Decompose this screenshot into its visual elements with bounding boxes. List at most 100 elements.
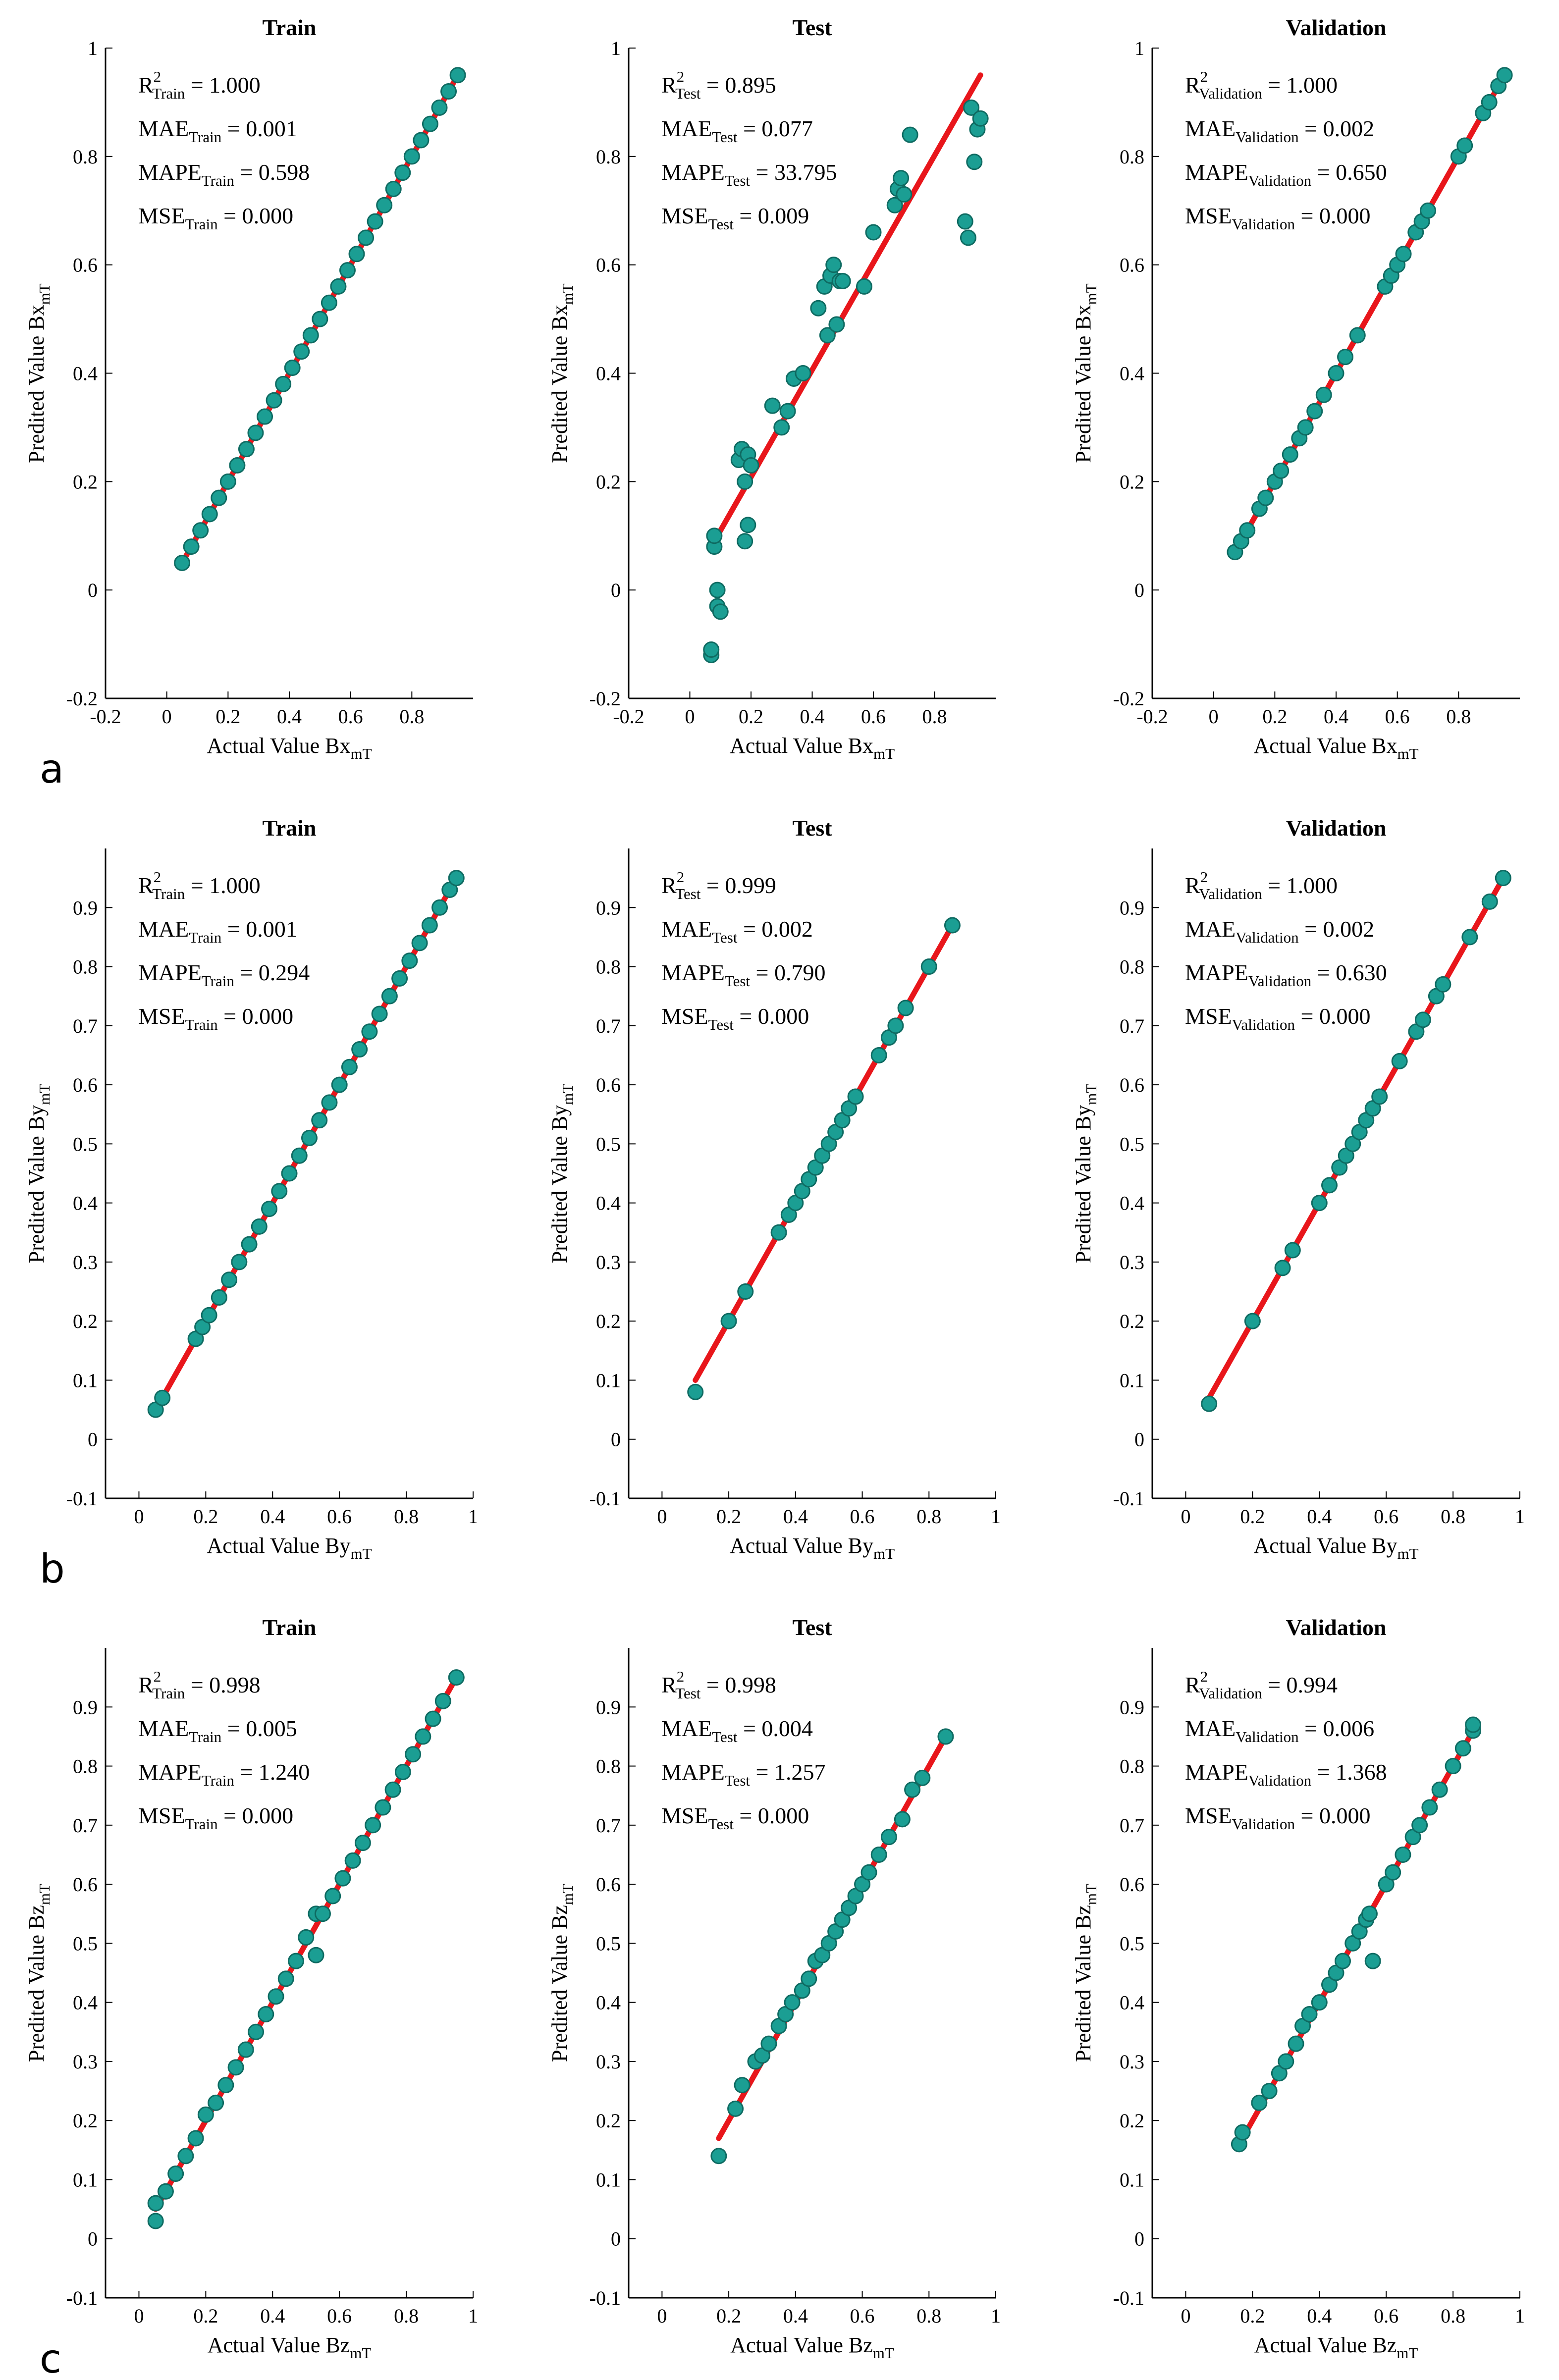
x-tick-label: 1 <box>468 2305 478 2327</box>
y-tick-label: -0.1 <box>1113 2287 1144 2309</box>
data-point <box>779 403 796 420</box>
x-tick-label: 0.8 <box>916 1505 941 1528</box>
x-axis-label-text: Actual Value Bx <box>1253 734 1397 758</box>
y-tick-label: 0.1 <box>73 2168 98 2191</box>
y-tick-label: 0.7 <box>1120 1015 1144 1037</box>
stat-line: MAPETrain = 1.240 <box>138 1759 310 1789</box>
chart-title: Train <box>262 1615 316 1640</box>
y-axis-label: Predited Value BxmT <box>1071 283 1100 463</box>
stat-value: = 0.006 <box>1299 1716 1374 1741</box>
x-tick-label: 0.8 <box>916 2305 941 2327</box>
y-tick-label: 0.4 <box>73 1992 98 2014</box>
data-point <box>251 1218 268 1235</box>
y-tick-label: 0.9 <box>1120 1696 1144 1718</box>
x-tick-label: 0 <box>162 705 172 728</box>
data-point <box>376 197 393 213</box>
data-point <box>247 424 264 441</box>
data-point <box>321 294 337 311</box>
y-tick-label: 0 <box>1134 579 1144 601</box>
y-tick-label: 0.4 <box>1120 1992 1144 2014</box>
stat-subscript: Train <box>185 215 218 233</box>
data-point <box>425 1710 441 1727</box>
data-point <box>1201 1395 1218 1412</box>
data-point <box>266 392 282 409</box>
x-tick-label: 0.6 <box>327 2305 352 2327</box>
x-tick-label: 0 <box>134 1505 144 1528</box>
y-tick-label: -0.1 <box>1113 1487 1144 1510</box>
data-point <box>810 300 827 317</box>
stat-value: = 1.000 <box>185 873 260 898</box>
data-point <box>440 83 457 100</box>
data-point <box>1411 1817 1428 1834</box>
data-point <box>870 1047 887 1063</box>
x-tick-label: 0.4 <box>783 2305 808 2327</box>
y-tick-label: 0.6 <box>1120 1074 1144 1096</box>
data-point <box>361 1023 378 1040</box>
stat-name: R <box>1185 873 1200 898</box>
stat-line: MSETrain = 0.000 <box>138 1004 293 1033</box>
stat-name: MAE <box>661 916 712 942</box>
y-tick-label: 0.7 <box>596 1015 621 1037</box>
chart-panel: Train 0 0.2 0.4 0.6 0.8 1 -0.1 0 0.1 0.2 0.3 0.4 0.5 0… <box>24 1615 478 2362</box>
y-tick-label: 0.3 <box>73 2051 98 2073</box>
data-point <box>331 1076 348 1093</box>
x-tick-label: 0 <box>134 2305 144 2327</box>
x-tick-label: 0.8 <box>394 2305 419 2327</box>
x-tick-label: 0.4 <box>1307 1505 1332 1528</box>
x-axis-label-text: Actual Value Bz <box>1254 2333 1397 2357</box>
stat-line: MAETrain = 0.001 <box>138 916 297 946</box>
stat-value: = 0.000 <box>1295 203 1370 228</box>
data-point <box>963 99 980 116</box>
stat-subscript: Validation <box>1232 215 1295 233</box>
x-tick-label: 0.2 <box>215 705 240 728</box>
data-point <box>1334 1953 1351 1969</box>
chart-title: Test <box>792 15 832 40</box>
data-point <box>819 327 836 344</box>
chart-panel: Test 0 0.2 0.4 0.6 0.8 1 -0.1 0 0.1 0.2 0.3 0.4 0.5 0.… <box>547 815 1001 1562</box>
stat-subscript: Test <box>708 215 734 233</box>
x-tick-label: 0.4 <box>1307 2305 1332 2327</box>
data-point <box>737 1283 754 1300</box>
x-axis-label: Actual Value BymT <box>730 1534 895 1562</box>
stat-value: = 33.795 <box>750 159 837 185</box>
stat-name: MSE <box>138 203 185 228</box>
data-point <box>192 522 209 539</box>
y-axis-label: Predited Value BymT <box>547 1084 576 1263</box>
data-point <box>914 1769 931 1786</box>
x-tick-label: 0.8 <box>1441 1505 1465 1528</box>
stat-subscript: Validation <box>1248 972 1312 990</box>
stat-line: MAETest = 0.004 <box>661 1716 813 1745</box>
data-point <box>893 170 910 187</box>
y-axis-label-subscript: mT <box>1082 283 1100 305</box>
stat-line: MAPEValidation = 1.368 <box>1185 1759 1387 1789</box>
stat-line: MSETest = 0.000 <box>661 1803 809 1833</box>
y-axis-label-subscript: mT <box>1082 1084 1100 1105</box>
data-point <box>1328 365 1344 381</box>
stat-value: = 0.999 <box>700 873 776 898</box>
data-point <box>237 2041 254 2058</box>
stat-line: MSEValidation = 0.000 <box>1185 1004 1370 1033</box>
x-tick-label: 1 <box>1515 2305 1525 2327</box>
stat-subscript: Test <box>675 885 701 902</box>
stat-name: MSE <box>661 1004 708 1029</box>
y-tick-label: 0.1 <box>1120 1369 1144 1391</box>
data-point <box>371 1005 388 1022</box>
y-axis-label: Predited Value BzmT <box>1071 1884 1100 2062</box>
stat-subscript: Validation <box>1199 85 1262 102</box>
stat-line: R2 Train = 1.000 <box>138 868 261 902</box>
x-tick-label: 0.6 <box>1385 705 1410 728</box>
y-tick-label: 0.7 <box>596 1814 621 1837</box>
stat-subscript: Validation <box>1236 128 1299 146</box>
data-point <box>687 1383 704 1400</box>
y-axis-label-text: Predited Value Bx <box>547 305 572 463</box>
x-axis-label: Actual Value BxmT <box>1253 734 1418 762</box>
y-tick-label: 0.6 <box>73 1074 98 1096</box>
y-axis-label: Predited Value BxmT <box>24 283 53 463</box>
x-tick-label: -0.2 <box>613 705 644 728</box>
stat-value: = 1.000 <box>185 72 260 98</box>
x-axis-label-subscript: mT <box>873 1545 895 1562</box>
stat-subscript: Train <box>189 1728 222 1745</box>
stat-value: = 1.240 <box>234 1759 310 1785</box>
y-tick-label: 0.5 <box>1120 1932 1144 1955</box>
stat-value: = 0.002 <box>1299 916 1374 942</box>
